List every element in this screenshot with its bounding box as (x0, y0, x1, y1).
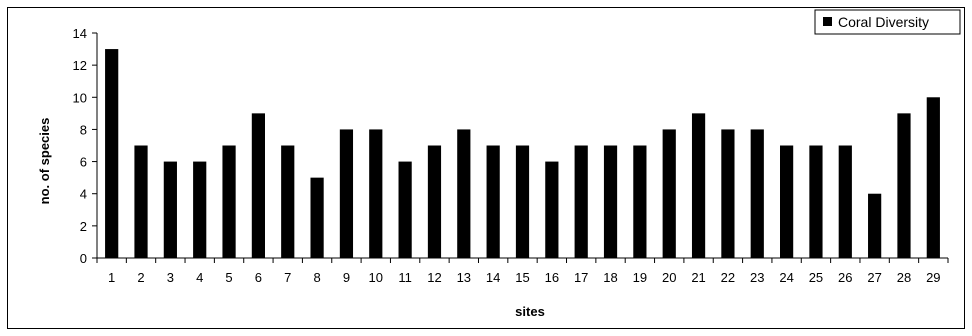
bar-site-6 (251, 113, 265, 258)
bar-site-3 (163, 161, 177, 258)
bar-site-13 (457, 129, 471, 258)
y-tick-label: 8 (80, 122, 87, 137)
x-tick-label: 21 (691, 270, 705, 285)
x-tick-label: 24 (779, 270, 793, 285)
y-tick-label: 6 (80, 155, 87, 170)
bar-site-10 (369, 129, 383, 258)
x-tick-label: 19 (633, 270, 647, 285)
bar-site-2 (134, 145, 148, 258)
x-tick-label: 4 (196, 270, 203, 285)
bar-site-20 (662, 129, 676, 258)
bar-site-27 (868, 193, 882, 258)
x-tick-label: 1 (108, 270, 115, 285)
x-tick-label: 27 (867, 270, 881, 285)
x-tick-label: 15 (515, 270, 529, 285)
legend-swatch (823, 17, 832, 26)
bar-site-23 (750, 129, 764, 258)
x-tick-label: 23 (750, 270, 764, 285)
x-tick-label: 29 (926, 270, 940, 285)
bar-site-17 (574, 145, 588, 258)
bar-site-4 (193, 161, 207, 258)
bar-site-19 (633, 145, 647, 258)
x-tick-label: 8 (313, 270, 320, 285)
x-tick-label: 7 (284, 270, 291, 285)
x-tick-label: 5 (225, 270, 232, 285)
x-tick-label: 10 (369, 270, 383, 285)
bar-site-21 (691, 113, 706, 258)
bar-site-5 (222, 145, 236, 258)
bar-site-24 (780, 145, 794, 258)
x-tick-label: 28 (897, 270, 911, 285)
legend: Coral Diversity (814, 9, 961, 35)
x-tick-label: 14 (486, 270, 500, 285)
x-tick-label: 3 (167, 270, 174, 285)
bar-site-18 (603, 145, 618, 258)
bar-site-8 (310, 177, 324, 258)
x-tick-label: 18 (603, 270, 617, 285)
bar-site-25 (809, 145, 823, 258)
x-tick-label: 16 (545, 270, 559, 285)
bar-site-28 (897, 113, 911, 258)
y-axis-title: no. of species (37, 118, 52, 205)
bar-site-9 (339, 129, 354, 258)
bar-site-1 (105, 49, 119, 259)
bar-site-22 (721, 129, 735, 258)
bar-site-29 (926, 97, 940, 259)
y-tick-label: 4 (80, 187, 87, 202)
y-tick-label: 0 (80, 251, 87, 266)
bar-site-14 (486, 145, 500, 258)
x-tick-label: 26 (838, 270, 852, 285)
bar-site-15 (515, 145, 530, 258)
y-tick-label: 14 (73, 26, 87, 41)
x-tick-label: 22 (721, 270, 735, 285)
y-tick-label: 2 (80, 219, 87, 234)
x-axis-title: sites (515, 304, 545, 319)
x-tick-label: 12 (427, 270, 441, 285)
bar-site-16 (545, 161, 559, 258)
bar-site-12 (427, 145, 442, 258)
x-tick-label: 13 (457, 270, 471, 285)
y-tick-label: 10 (73, 90, 87, 105)
x-tick-label: 25 (809, 270, 823, 285)
x-tick-label: 11 (398, 270, 412, 285)
y-tick-label: 12 (73, 58, 87, 73)
x-tick-label: 9 (343, 270, 350, 285)
bar-site-11 (398, 161, 412, 258)
bar-site-7 (281, 145, 295, 258)
x-tick-label: 17 (574, 270, 588, 285)
legend-label: Coral Diversity (838, 14, 929, 30)
legend-box (814, 9, 961, 35)
x-tick-label: 20 (662, 270, 676, 285)
x-tick-label: 2 (137, 270, 144, 285)
bar-site-26 (838, 145, 852, 258)
x-tick-label: 6 (255, 270, 262, 285)
